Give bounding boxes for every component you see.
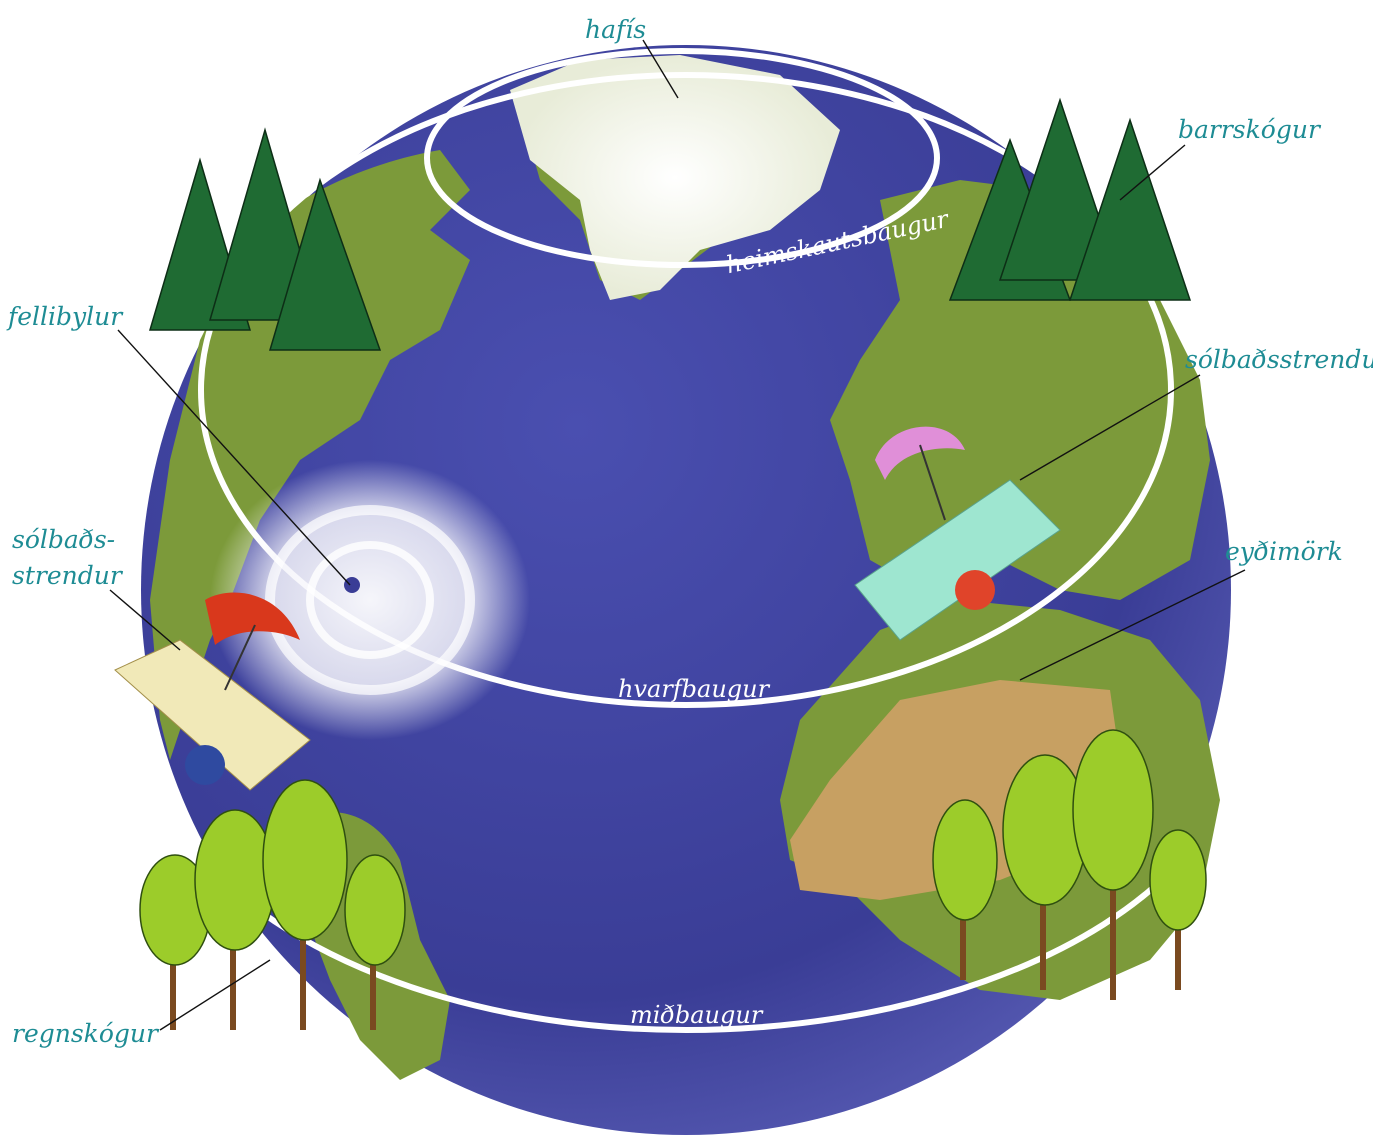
label-rainforest: regnskógur <box>12 1019 160 1048</box>
arctic-circle-ring <box>424 48 940 268</box>
label-equator: miðbaugur <box>630 1001 764 1029</box>
rainforest-trees-right <box>932 729 1207 1000</box>
leader-desert <box>1019 569 1246 681</box>
label-beaches-west-line1: sólbaðs- <box>12 525 115 554</box>
tropic-ring <box>198 72 1174 708</box>
label-beaches-west-line2: strendur <box>12 561 124 590</box>
sunbather-east <box>854 426 1061 641</box>
label-beaches-east: sólbaðsstrendur <box>1185 345 1373 374</box>
rainforest-trees-left <box>139 779 406 1030</box>
label-sea-ice: hafís <box>585 15 646 44</box>
leader-hurricane <box>117 329 351 586</box>
leader-coniferous-forest <box>1119 144 1186 201</box>
hurricane <box>210 460 530 740</box>
label-tropic: hvarfbaugur <box>618 675 771 703</box>
label-desert: eyðimörk <box>1225 537 1343 566</box>
conifer-trees-left <box>148 127 382 351</box>
leader-rainforest <box>159 959 271 1031</box>
conifer-trees-right <box>948 97 1192 301</box>
sunbather-west <box>114 592 311 791</box>
leader-beaches-west <box>109 589 181 651</box>
leader-sea-ice <box>642 39 679 99</box>
label-coniferous-forest: barrskógur <box>1178 115 1322 144</box>
label-hurricane: fellibylur <box>6 302 124 331</box>
sea-ice <box>510 55 840 300</box>
leader-beaches-east <box>1019 374 1201 481</box>
